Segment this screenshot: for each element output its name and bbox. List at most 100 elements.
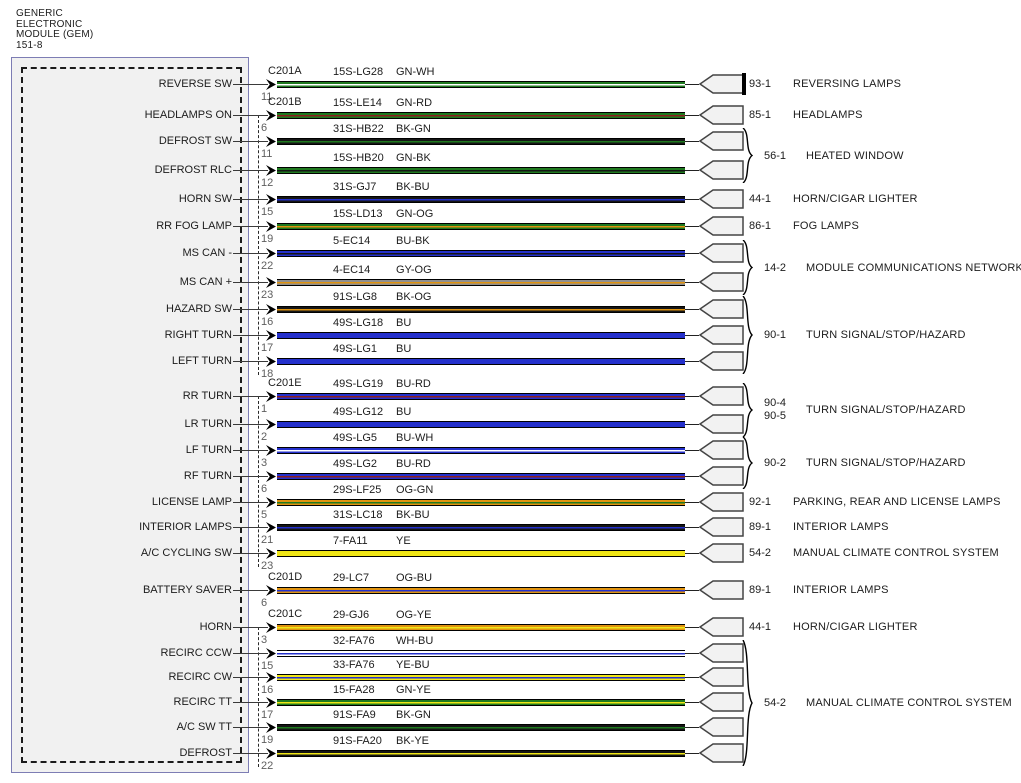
circuit-code: 15S-LG28	[333, 66, 384, 78]
pin-arrow-icon	[266, 445, 276, 456]
circuit-code: 29-GJ6	[333, 609, 370, 621]
pin-arrow-icon	[266, 356, 276, 367]
lead-line	[233, 335, 268, 336]
connector-chevron	[698, 73, 745, 95]
pin-number: 22	[261, 760, 274, 772]
connector-chevron	[698, 413, 745, 435]
module-title-line: GENERIC	[16, 8, 63, 19]
wire-link-line	[685, 309, 699, 310]
pin-label: RR TURN	[182, 390, 232, 402]
pin-label: RR FOG LAMP	[156, 220, 232, 232]
lead-line	[233, 590, 268, 591]
pin-label: HORN	[199, 621, 232, 633]
pin-label: LF TURN	[185, 444, 232, 456]
pin-number: 15	[261, 660, 274, 672]
connector-chevron	[698, 298, 745, 320]
wire-link-line	[685, 115, 699, 116]
connector-chevron	[698, 271, 745, 293]
connector-label: C201C	[268, 608, 303, 620]
connector-label: C201A	[268, 65, 302, 77]
connector-chevron	[698, 465, 745, 487]
connector-chevron	[698, 616, 745, 638]
wire	[277, 674, 685, 681]
lead-line	[233, 753, 268, 754]
connector-chevron	[698, 716, 745, 738]
wire-color-code: BK-OG	[396, 291, 432, 303]
lead-line	[233, 677, 268, 678]
wire	[277, 112, 685, 119]
pin-arrow-icon	[266, 79, 276, 90]
pin-label: MS CAN -	[182, 247, 233, 259]
connector-label: C201E	[268, 377, 302, 389]
ref-destination: HEADLAMPS	[793, 109, 863, 121]
pin-number: 11	[261, 91, 273, 103]
connector-chevron	[698, 188, 745, 210]
wire	[277, 699, 685, 706]
wire-link-line	[685, 141, 699, 142]
wire-color-code: GN-RD	[396, 97, 433, 109]
connector-chevron	[698, 516, 745, 538]
wire	[277, 421, 685, 428]
pin-number: 6	[261, 597, 268, 609]
ref-number: 44-1	[749, 193, 772, 205]
lead-line	[233, 527, 268, 528]
pin-arrow-icon	[266, 194, 276, 205]
pin-arrow-icon	[266, 391, 276, 402]
pin-label: HORN SW	[178, 193, 232, 205]
wire-link-line	[685, 553, 699, 554]
circuit-code: 7-FA11	[333, 535, 368, 547]
lead-line	[233, 282, 268, 283]
wire	[277, 167, 685, 174]
circuit-code: 91S-FA20	[333, 735, 382, 747]
pin-number: 2	[261, 431, 268, 443]
circuit-code: 15S-HB20	[333, 152, 384, 164]
lead-line	[233, 253, 268, 254]
lead-line	[233, 396, 268, 397]
wire-color-code: GN-BK	[396, 152, 431, 164]
pin-number: 19	[261, 233, 274, 245]
wire	[277, 650, 685, 657]
lead-line	[233, 553, 268, 554]
pin-arrow-icon	[266, 330, 276, 341]
ref-number: 89-1	[749, 584, 772, 596]
pin-label: DEFROST SW	[158, 135, 232, 147]
pin-number: 3	[261, 634, 268, 646]
pin-label: DEFROST RLC	[154, 164, 232, 176]
wire-link-line	[685, 753, 699, 754]
circuit-code: 49S-LG19	[333, 378, 384, 390]
pin-arrow-icon	[266, 248, 276, 259]
circuit-code: 29-LC7	[333, 572, 370, 584]
wire-link-line	[685, 727, 699, 728]
connector-chevron	[698, 491, 745, 513]
connector-dash-line	[258, 396, 259, 567]
pin-arrow-icon	[266, 277, 276, 288]
connector-chevron	[698, 350, 745, 372]
wire-color-code: BU	[396, 406, 412, 418]
ref-number: 93-1	[749, 78, 772, 90]
wire-link-line	[685, 170, 699, 171]
wire-color-code: GN-OG	[396, 208, 434, 220]
connector-dash-line	[258, 627, 259, 767]
pin-number: 17	[261, 709, 274, 721]
wire-color-code: BU-RD	[396, 458, 431, 470]
ref-destination: MODULE COMMUNICATIONS NETWORK	[806, 261, 1021, 274]
pin-label: LEFT TURN	[171, 355, 232, 367]
pin-label: RECIRC CCW	[160, 647, 233, 659]
wire-link-line	[685, 361, 699, 362]
pin-label: RECIRC TT	[173, 696, 232, 708]
pin-label: DEFROST	[179, 747, 232, 759]
pin-number: 6	[261, 122, 268, 134]
circuit-code: 91S-FA9	[333, 709, 376, 721]
wire	[277, 196, 685, 203]
wire-color-code: BK-GN	[396, 709, 431, 721]
ref-number: 90-5	[764, 410, 787, 422]
wire-link-line	[685, 677, 699, 678]
wire-color-code: BK-GN	[396, 123, 431, 135]
lead-line	[233, 170, 268, 171]
circuit-code: 31S-HB22	[333, 123, 384, 135]
pin-label: REVERSE SW	[158, 78, 232, 90]
pin-arrow-icon	[266, 622, 276, 633]
group-brace	[742, 383, 753, 437]
